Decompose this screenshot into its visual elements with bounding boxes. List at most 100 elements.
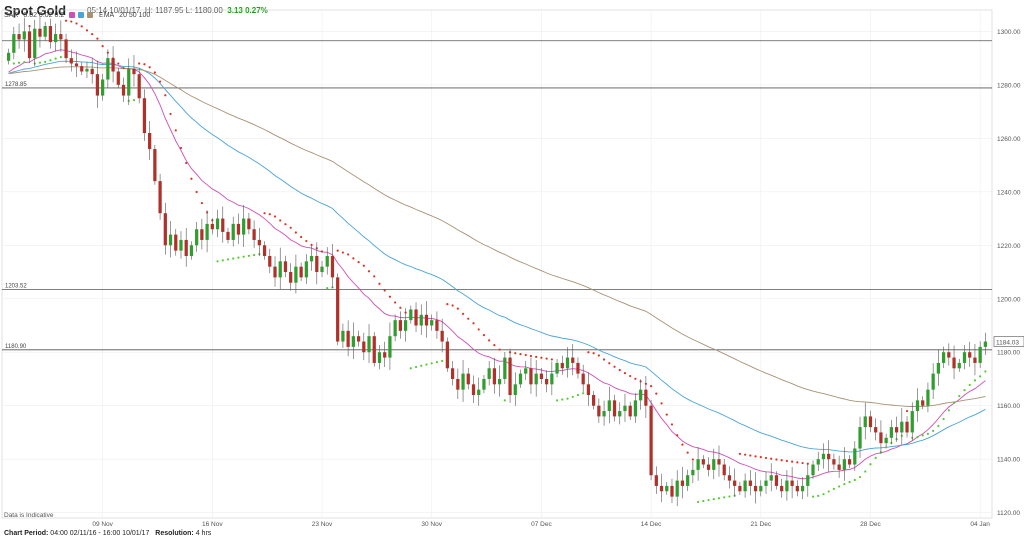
candle-body bbox=[983, 341, 988, 347]
sar-dot-up bbox=[420, 364, 423, 367]
candle-body bbox=[586, 384, 591, 396]
candle-body bbox=[753, 485, 758, 492]
sar-dot-down bbox=[519, 353, 522, 356]
candle-body bbox=[952, 357, 956, 369]
candle-body bbox=[142, 98, 147, 133]
candle-body bbox=[785, 480, 789, 492]
candle-body bbox=[477, 389, 481, 396]
last-price-label: 1184.03 bbox=[996, 340, 1019, 347]
y-tick-label: 1240.00 bbox=[997, 189, 1021, 196]
sar-dot-down bbox=[597, 354, 600, 357]
sar-dot-up bbox=[503, 399, 506, 402]
candle-body bbox=[962, 352, 967, 363]
sar-dot-down bbox=[493, 344, 496, 347]
candle-body bbox=[179, 239, 183, 251]
y-tick-label: 1120.00 bbox=[997, 510, 1020, 517]
sar-dot-up bbox=[414, 365, 418, 369]
candle-body bbox=[121, 84, 126, 96]
sar-dot-up bbox=[702, 499, 705, 503]
candle-body bbox=[309, 255, 314, 262]
sar-dot-up bbox=[17, 61, 21, 64]
candle-body bbox=[315, 255, 319, 273]
candle-body bbox=[54, 34, 58, 43]
sar-dot-down bbox=[655, 392, 658, 395]
candle-body bbox=[414, 309, 418, 326]
sar-dot-down bbox=[535, 355, 538, 358]
sar-dot-down bbox=[587, 351, 590, 354]
candle-body bbox=[22, 31, 26, 40]
candle-body bbox=[215, 218, 220, 230]
candle-body bbox=[43, 26, 47, 37]
sar-dot-down bbox=[482, 334, 486, 337]
candle-body bbox=[137, 74, 141, 99]
candle-body bbox=[466, 373, 470, 385]
x-tick-label: 04 Jan bbox=[970, 521, 990, 528]
sar-dot-down bbox=[514, 352, 517, 355]
candle-body bbox=[748, 480, 752, 486]
candle-body bbox=[304, 261, 308, 278]
sar-dot-down bbox=[472, 322, 475, 325]
quote-info: 05:14 10/01/17 H: 1187.95 L: 1180.00 3.1… bbox=[87, 6, 268, 15]
ema50-swatch bbox=[78, 12, 85, 18]
sar-dot-down bbox=[670, 423, 674, 426]
sar-dot-down bbox=[117, 62, 120, 65]
sar-dot-down bbox=[80, 25, 83, 28]
candle-body bbox=[941, 352, 946, 363]
candle-body bbox=[398, 320, 402, 331]
candle-body bbox=[242, 218, 246, 235]
sar-dot-down bbox=[341, 251, 345, 254]
candle-body bbox=[764, 480, 768, 486]
candle-body bbox=[644, 389, 648, 406]
candle-body bbox=[905, 421, 909, 433]
sar-dot-down bbox=[801, 461, 804, 465]
x-tick-label: 14 Dec bbox=[641, 521, 662, 528]
sar-dot-up bbox=[947, 409, 950, 412]
sar-dot-down bbox=[676, 434, 679, 437]
candle-body bbox=[978, 346, 982, 363]
candle-body bbox=[393, 320, 397, 337]
candle-body bbox=[383, 352, 387, 358]
sar-dot-down bbox=[85, 29, 89, 32]
candle-body bbox=[200, 229, 204, 240]
candle-body bbox=[362, 341, 366, 353]
ema20-swatch bbox=[69, 12, 76, 18]
sar-dot-down bbox=[367, 270, 371, 273]
sar-dot-up bbox=[707, 498, 710, 502]
candle-body bbox=[722, 464, 726, 476]
sar-dot-up bbox=[712, 498, 715, 501]
sar-dots bbox=[12, 19, 987, 504]
candle-body bbox=[858, 427, 862, 449]
candle-body bbox=[670, 485, 674, 497]
candle-body bbox=[696, 459, 700, 470]
sar-dot-down bbox=[138, 62, 141, 65]
sar-dot-down bbox=[785, 459, 788, 463]
sar-dot-up bbox=[221, 259, 224, 262]
sar-dot-down bbox=[294, 231, 297, 234]
candle-body bbox=[947, 352, 951, 358]
candle-body bbox=[555, 362, 559, 374]
sar-dot-down bbox=[305, 239, 308, 243]
sar-dot-down bbox=[268, 213, 271, 216]
candle-body bbox=[550, 373, 554, 385]
sar-dot-up bbox=[571, 395, 574, 398]
sar-dot-up bbox=[555, 399, 559, 402]
sar-dot-down bbox=[174, 129, 177, 132]
sar-dot-down bbox=[905, 409, 909, 413]
sar-dot-up bbox=[921, 434, 924, 437]
horizontal-levels: 1278.85 1203.52 1180.90 bbox=[2, 40, 992, 351]
reference-level-label: 1180.90 bbox=[5, 344, 27, 350]
candle-body bbox=[508, 357, 512, 396]
sar-dot-up bbox=[216, 260, 219, 263]
candle-body bbox=[738, 485, 742, 492]
candle-body bbox=[618, 411, 622, 417]
candle-body bbox=[74, 63, 79, 67]
sar-dot-down bbox=[399, 306, 402, 309]
axes: 1120.00 1140.00 1160.00 1180.00 1200.00 1220.… bbox=[92, 29, 1024, 528]
candle-body bbox=[581, 373, 585, 385]
candle-body bbox=[926, 389, 930, 406]
sar-dot-down bbox=[754, 455, 757, 458]
candle-body bbox=[665, 485, 669, 492]
candle-body bbox=[879, 432, 883, 444]
sar-dot-down bbox=[347, 253, 350, 256]
